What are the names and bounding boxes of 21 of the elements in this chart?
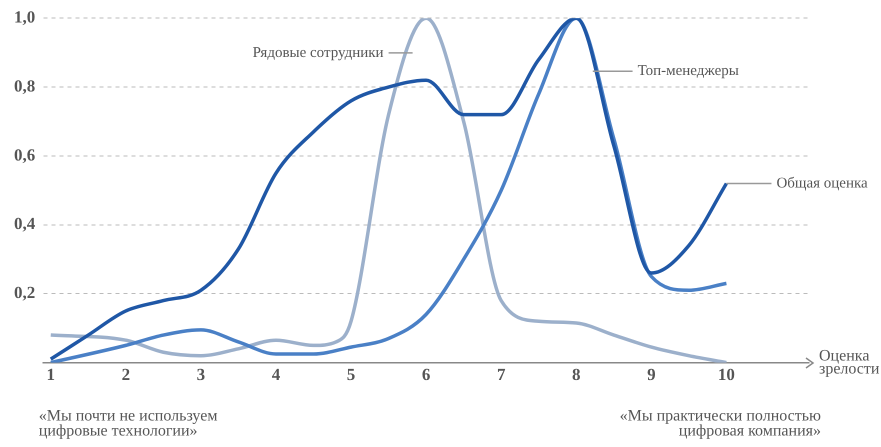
series-label: Рядовые сотрудники [252, 44, 384, 61]
x-tick-label: 1 [46, 365, 56, 384]
text: «Мы практически полностью цифровая компания» [620, 408, 822, 440]
y-tick-label: 0,4 [14, 214, 36, 234]
y-tick-label: 0,6 [14, 145, 36, 164]
x-tick-label: 9 [647, 365, 656, 384]
x-tick-label: 6 [422, 365, 430, 384]
x-tick-label: 4 [272, 365, 281, 384]
x-tick-label: 2 [122, 365, 130, 384]
y-tick-label: 0,2 [14, 283, 36, 302]
x-tick-label: 5 [346, 365, 356, 384]
text: «Мы почти не используем цифровые технологии» [38, 408, 218, 440]
text: Топ-менеджеры [638, 63, 739, 80]
x-tick-label: 10 [718, 365, 735, 384]
y-tick-label: 0,8 [14, 76, 36, 96]
x-tick-label: 7 [496, 365, 506, 384]
y-tick-label: 1,0 [14, 8, 36, 27]
x-tick-label: 8 [572, 365, 581, 384]
x-axis-title: Оценка зрелости [819, 348, 880, 378]
text: Общая оценка [776, 175, 868, 192]
x-tick-label: 3 [196, 365, 206, 384]
